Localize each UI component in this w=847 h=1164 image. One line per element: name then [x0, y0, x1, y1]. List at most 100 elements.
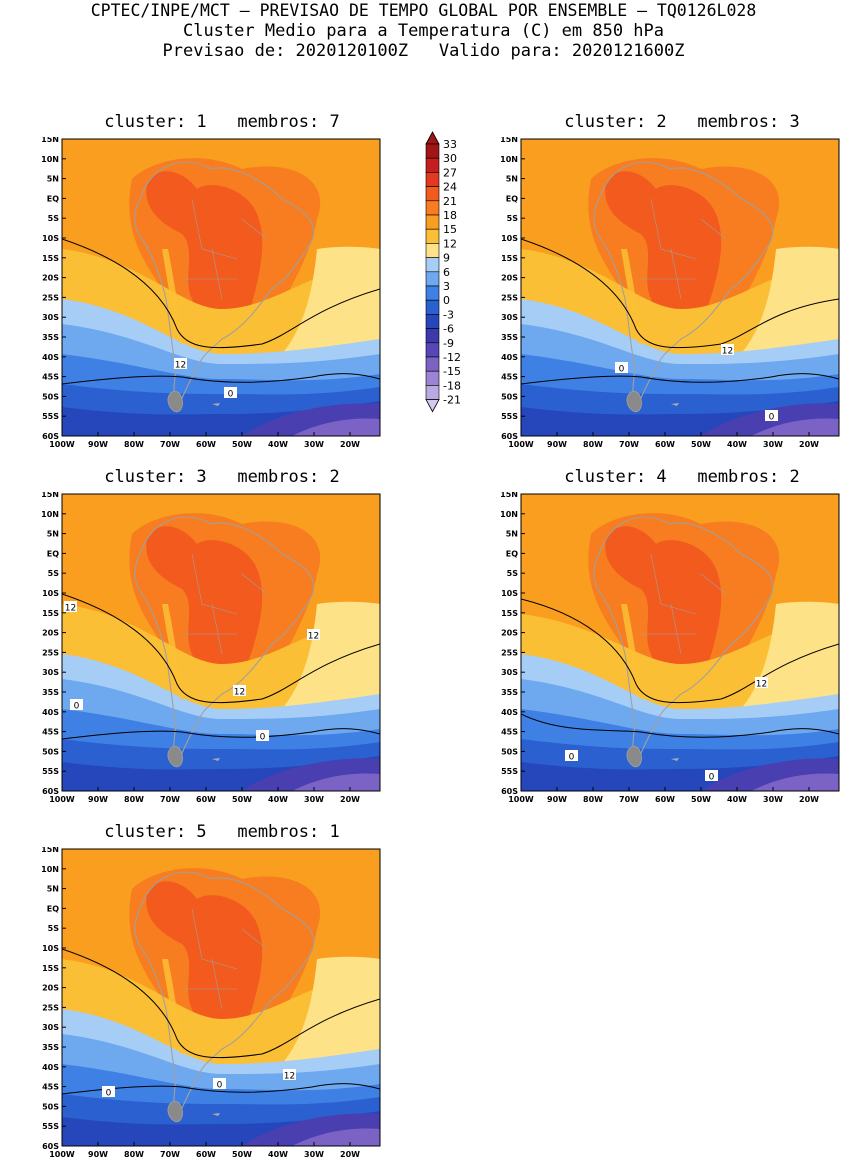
lat-tick-label: 60S	[42, 787, 59, 796]
colorbar-label: 15	[443, 223, 457, 236]
lat-tick-label: 10N	[41, 510, 59, 519]
lon-tick-label: 90W	[88, 1150, 108, 1159]
contour-label: 12	[233, 685, 246, 698]
contour-12	[521, 238, 839, 349]
coastline	[134, 161, 315, 411]
lat-tick-label: 30S	[501, 313, 518, 322]
contour-label: 12	[755, 677, 768, 690]
contour-label: 0	[705, 770, 718, 783]
lat-tick-label: 45S	[501, 728, 518, 737]
lon-tick-label: 20W	[340, 440, 360, 449]
contour-label: 0	[256, 730, 269, 743]
lon-tick-label: 40W	[268, 795, 288, 804]
colorbar-arrow-bottom	[425, 399, 440, 413]
lat-tick-label: 10S	[501, 234, 518, 243]
land-patagonia	[626, 745, 642, 768]
colorbar-swatch	[425, 228, 440, 244]
contour-label: 12	[64, 601, 77, 614]
lat-tick-label: EQ	[47, 549, 59, 558]
lon-tick-label: 100W	[508, 795, 534, 804]
colorbar-swatch	[425, 314, 440, 329]
lat-tick-label: 40S	[501, 353, 518, 362]
lon-tick-label: 50W	[691, 440, 711, 449]
lat-tick-label: 50S	[501, 747, 518, 756]
lon-tick-label: 30W	[304, 440, 324, 449]
colorbar-label: -18	[443, 379, 461, 392]
lon-tick-label: 60W	[196, 1150, 216, 1159]
svg-text:0: 0	[569, 753, 575, 763]
panel-title: cluster: 1 membros: 7	[104, 112, 340, 132]
svg-text:0: 0	[709, 773, 715, 783]
colorbar-label: 18	[443, 209, 457, 222]
lon-tick-label: 30W	[763, 795, 783, 804]
contour-label: 0	[565, 750, 578, 763]
colorbar-label: 0	[443, 294, 450, 307]
colorbar-swatch	[425, 186, 440, 202]
lon-tick-label: 70W	[619, 795, 639, 804]
lon-tick-label: 60W	[655, 795, 675, 804]
lon-tick-label: 20W	[799, 795, 819, 804]
svg-text:12: 12	[234, 688, 245, 698]
lat-tick-label: 55S	[42, 412, 59, 421]
colorbar-swatch	[425, 356, 440, 372]
svg-text:0: 0	[619, 365, 625, 375]
svg-text:0: 0	[260, 733, 266, 743]
lon-tick-label: 30W	[763, 440, 783, 449]
contour-label: 0	[213, 1078, 226, 1091]
svg-text:0: 0	[106, 1089, 112, 1099]
map-panel: 12 0 0 15N 10N 5N EQ 5S 10S 15S 20S 25S 30S 35S 40S 45S…	[41, 847, 381, 1159]
lat-tick-label: 5S	[48, 214, 60, 223]
lon-tick-label: 90W	[88, 440, 108, 449]
contour-12	[62, 238, 380, 349]
lat-tick-label: 20S	[42, 274, 59, 283]
land-patagonia	[167, 745, 183, 768]
contour-12	[62, 948, 380, 1059]
colorbar-label: -21	[443, 394, 461, 407]
lat-tick-label: 15S	[42, 964, 59, 973]
colorbar-swatch	[425, 385, 440, 400]
lat-tick-label: 45S	[42, 728, 59, 737]
svg-text:12: 12	[65, 604, 76, 614]
contour-label: 12	[174, 358, 187, 371]
lon-tick-label: 40W	[268, 1150, 288, 1159]
figure-title-line-1: CPTEC/INPE/MCT – PREVISAO DE TEMPO GLOBA…	[90, 1, 757, 20]
lon-tick-label: 40W	[268, 440, 288, 449]
colorbar-label: 24	[443, 181, 457, 194]
colorbar-label: 9	[443, 252, 450, 265]
lon-tick-label: 80W	[124, 1150, 144, 1159]
lat-tick-label: 5N	[47, 885, 59, 894]
colorbar-label: 30	[443, 152, 457, 165]
lat-tick-label: 45S	[501, 373, 518, 382]
svg-text:0: 0	[74, 702, 80, 712]
temp-field-m12	[292, 1128, 380, 1146]
map-panel: 0 12 0 15N 10N 5N EQ 5S 10S 15S 20S 25S 30S 35S 40S 45S…	[500, 137, 840, 449]
lat-tick-label: 55S	[501, 767, 518, 776]
lat-tick-label: 20S	[501, 274, 518, 283]
colorbar-swatch	[425, 157, 440, 173]
lat-tick-label: 10S	[42, 234, 59, 243]
svg-text:0: 0	[228, 390, 234, 400]
lon-tick-label: 80W	[124, 795, 144, 804]
temp-field-21	[146, 881, 263, 1032]
contour-label: 0	[224, 387, 237, 400]
lat-tick-label: 50S	[501, 392, 518, 401]
lat-tick-label: 15N	[41, 492, 59, 499]
temp-field-9	[282, 956, 380, 1080]
contour-0	[62, 373, 380, 385]
lon-tick-label: 70W	[619, 440, 639, 449]
colorbar-swatch	[425, 299, 440, 315]
lat-tick-label: 5N	[47, 530, 59, 539]
lon-tick-label: 100W	[508, 440, 534, 449]
lat-tick-label: 5S	[507, 214, 519, 223]
lat-tick-label: 25S	[42, 648, 59, 657]
contour-label: 12	[283, 1069, 296, 1082]
lat-tick-label: EQ	[506, 194, 518, 203]
lat-tick-label: 10S	[501, 589, 518, 598]
lat-tick-label: 60S	[42, 432, 59, 441]
lat-tick-label: 15S	[501, 254, 518, 263]
lat-tick-label: 10S	[42, 944, 59, 953]
map-frame	[61, 138, 381, 437]
colorbar-label: 12	[443, 237, 457, 250]
colorbar-label: -15	[443, 365, 461, 378]
temp-field-m12	[751, 773, 839, 791]
